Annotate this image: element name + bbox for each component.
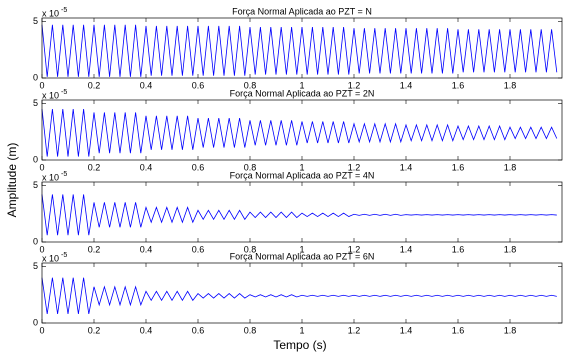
y-tick-label: 0 — [33, 236, 38, 246]
x-tick-label: 0.4 — [140, 244, 153, 254]
plot-area — [42, 18, 562, 78]
subplot-title: Força Normal Aplicada ao PZT = 6N — [230, 251, 375, 261]
y-tick-label: 0 — [33, 317, 38, 327]
x-tick-label: 1.6 — [452, 325, 465, 335]
plot-area — [42, 182, 562, 242]
x-tick-label: 1 — [299, 325, 304, 335]
x-tick-label: 1.4 — [400, 244, 413, 254]
x-tick-label: 0.4 — [140, 80, 153, 90]
x-tick-label: 0.8 — [244, 325, 257, 335]
signal-line — [41, 24, 558, 77]
y-scale-base: x 10 — [42, 253, 59, 263]
x-tick-label: 1.2 — [348, 162, 361, 172]
y-scale-base: x 10 — [42, 172, 59, 182]
x-tick-label: 1.2 — [348, 244, 361, 254]
signal-line — [41, 194, 557, 236]
x-tick-label: 0 — [39, 244, 44, 254]
x-tick-label: 0.8 — [244, 162, 257, 172]
y-tick-label: 5 — [33, 98, 38, 108]
x-tick-label: 1.2 — [348, 325, 361, 335]
x-tick-label: 1.4 — [400, 162, 413, 172]
x-tick-label: 1.8 — [504, 244, 517, 254]
x-tick-label: 0.2 — [88, 244, 101, 254]
x-tick-label: 0.2 — [88, 325, 101, 335]
y-axis-label: Amplitude (m) — [5, 143, 19, 218]
x-tick-label: 0.4 — [140, 162, 153, 172]
y-scale-base: x 10 — [42, 90, 59, 100]
x-tick-label: 1.4 — [400, 80, 413, 90]
x-tick-label: 0.6 — [192, 80, 205, 90]
x-tick-label: 1.8 — [504, 80, 517, 90]
y-tick-label: 5 — [33, 180, 38, 190]
subplot-title: Força Normal Aplicada ao PZT = N — [232, 6, 372, 16]
y-scale-exponent: -5 — [61, 7, 67, 14]
x-tick-label: 0 — [39, 162, 44, 172]
x-tick-label: 0.4 — [140, 325, 153, 335]
signal-line — [41, 109, 558, 157]
x-tick-label: 0 — [39, 325, 44, 335]
x-tick-label: 0.8 — [244, 244, 257, 254]
x-tick-label: 1 — [299, 80, 304, 90]
x-tick-label: 1.8 — [504, 162, 517, 172]
x-tick-label: 1.6 — [452, 244, 465, 254]
y-tick-label: 5 — [33, 261, 38, 271]
plot-area — [42, 263, 562, 323]
x-tick-label: 0.2 — [88, 80, 101, 90]
x-axis-label: Tempo (s) — [273, 338, 326, 352]
x-tick-label: 0 — [39, 80, 44, 90]
x-tick-label: 1 — [299, 162, 304, 172]
x-tick-label: 1.8 — [504, 325, 517, 335]
x-tick-label: 1.6 — [452, 162, 465, 172]
y-scale-exponent: -5 — [61, 89, 67, 96]
x-tick-label: 1 — [299, 244, 304, 254]
x-tick-label: 0.6 — [192, 325, 205, 335]
y-tick-label: 0 — [33, 72, 38, 82]
x-tick-label: 0.2 — [88, 162, 101, 172]
y-tick-label: 5 — [33, 16, 38, 26]
plot-area — [42, 100, 562, 160]
y-scale-exponent: -5 — [61, 171, 67, 178]
x-tick-label: 1.4 — [400, 325, 413, 335]
x-tick-label: 0.8 — [244, 80, 257, 90]
x-tick-label: 0.6 — [192, 244, 205, 254]
subplot-title: Força Normal Aplicada ao PZT = 4N — [230, 170, 375, 180]
x-tick-label: 0.6 — [192, 162, 205, 172]
y-tick-label: 0 — [33, 154, 38, 164]
x-tick-label: 1.2 — [348, 80, 361, 90]
y-scale-exponent: -5 — [61, 252, 67, 259]
y-scale-base: x 10 — [42, 8, 59, 18]
x-tick-label: 1.6 — [452, 80, 465, 90]
signal-line — [41, 277, 557, 315]
subplot-title: Força Normal Aplicada ao PZT = 2N — [230, 88, 375, 98]
